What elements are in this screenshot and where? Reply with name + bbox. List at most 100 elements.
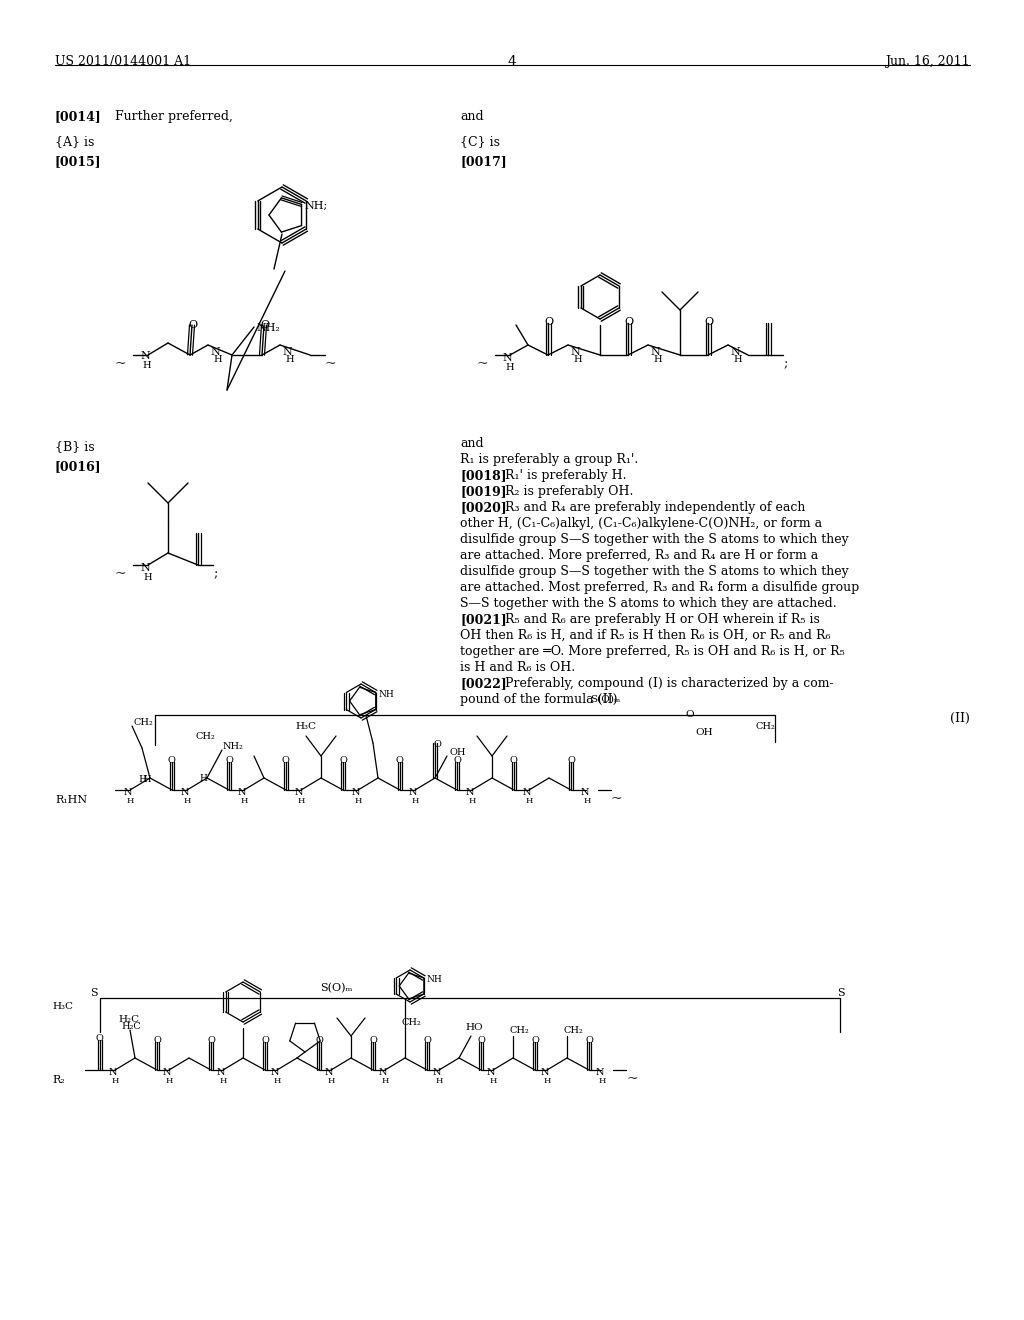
Text: R₂: R₂ [52, 1074, 65, 1085]
Text: O: O [207, 1036, 215, 1045]
Text: H₂C: H₂C [118, 1015, 139, 1024]
Text: O: O [624, 317, 633, 327]
Text: O: O [433, 741, 441, 748]
Text: N: N [581, 788, 590, 797]
Text: O: O [396, 756, 403, 766]
Text: [0015]: [0015] [55, 154, 101, 168]
Text: H: H [436, 1077, 443, 1085]
Text: NH: NH [427, 975, 442, 983]
Text: [0018]: [0018] [460, 469, 507, 482]
Text: H: H [653, 355, 662, 364]
Text: H: H [599, 1077, 606, 1085]
Text: N: N [650, 347, 659, 356]
Text: OH then R₆ is H, and if R₅ is H then R₆ is OH, or R₅ and R₆: OH then R₆ is H, and if R₅ is H then R₆ … [460, 630, 830, 642]
Text: N: N [295, 788, 303, 797]
Text: H₃C: H₃C [52, 1002, 73, 1011]
Text: S: S [90, 987, 97, 998]
Text: H: H [382, 1077, 389, 1085]
Text: ~: ~ [115, 356, 126, 371]
Text: [0020]: [0020] [460, 502, 507, 513]
Text: O: O [260, 319, 269, 330]
Text: 4: 4 [508, 55, 516, 69]
Text: N: N [433, 1068, 441, 1077]
Text: H: H [142, 360, 151, 370]
Text: and: and [460, 437, 483, 450]
Text: O: O [705, 317, 713, 327]
Text: O: O [96, 1034, 103, 1043]
Text: R₂ is preferably OH.: R₂ is preferably OH. [493, 484, 634, 498]
Text: other H, (C₁-C₆)alkyl, (C₁-C₆)alkylene-C(O)NH₂, or form a: other H, (C₁-C₆)alkyl, (C₁-C₆)alkylene-C… [460, 517, 822, 531]
Text: H: H [355, 797, 362, 805]
Text: H: H [241, 797, 249, 805]
Text: O: O [531, 1036, 539, 1045]
Text: ~: ~ [611, 792, 623, 807]
Text: N: N [140, 564, 150, 573]
Text: [0019]: [0019] [460, 484, 507, 498]
Text: N: N [282, 347, 292, 356]
Text: S: S [837, 987, 845, 998]
Text: H: H [127, 797, 134, 805]
Text: H: H [220, 1077, 227, 1085]
Text: N: N [325, 1068, 334, 1077]
Text: H: H [412, 797, 420, 805]
Text: H: H [733, 355, 741, 364]
Text: ~: ~ [626, 1072, 638, 1086]
Text: N: N [140, 351, 150, 360]
Text: H: H [184, 797, 191, 805]
Text: [0016]: [0016] [55, 459, 101, 473]
Text: H: H [138, 775, 146, 784]
Text: O: O [544, 317, 553, 327]
Text: NH₂: NH₂ [223, 742, 244, 751]
Text: and: and [460, 110, 483, 123]
Text: R₅ and R₆ are preferably H or OH wherein if R₅ is: R₅ and R₆ are preferably H or OH wherein… [493, 612, 820, 626]
Text: S—S together with the S atoms to which they are attached.: S—S together with the S atoms to which t… [460, 597, 837, 610]
Text: pound of the formula (II): pound of the formula (II) [460, 693, 617, 706]
Text: H: H [199, 774, 207, 783]
Text: O: O [168, 756, 176, 766]
Text: N: N [109, 1068, 118, 1077]
Text: Preferably, compound (I) is characterized by a com-: Preferably, compound (I) is characterize… [493, 677, 834, 690]
Text: N: N [409, 788, 418, 797]
Text: O: O [261, 1036, 269, 1045]
Text: OH: OH [449, 748, 466, 756]
Text: are attached. More preferred, R₃ and R₄ are H or form a: are attached. More preferred, R₃ and R₄ … [460, 549, 818, 562]
Text: ;: ; [213, 568, 217, 579]
Text: [0022]: [0022] [460, 677, 507, 690]
Text: N: N [163, 1068, 171, 1077]
Text: together are ═O. More preferred, R₅ is OH and R₆ is H, or R₅: together are ═O. More preferred, R₅ is O… [460, 645, 845, 657]
Text: HO: HO [465, 1023, 482, 1032]
Text: S(O)ₘ: S(O)ₘ [319, 983, 352, 994]
Text: US 2011/0144001 A1: US 2011/0144001 A1 [55, 55, 191, 69]
Text: (II): (II) [950, 711, 970, 725]
Text: H: H [285, 355, 294, 364]
Text: N: N [271, 1068, 280, 1077]
Text: disulfide group S—S together with the S atoms to which they: disulfide group S—S together with the S … [460, 565, 849, 578]
Text: H: H [573, 355, 582, 364]
Text: CH₂: CH₂ [195, 733, 215, 741]
Text: CH₂: CH₂ [401, 1018, 421, 1027]
Text: H: H [505, 363, 514, 372]
Text: O: O [685, 710, 693, 719]
Text: H₃C: H₃C [295, 722, 316, 731]
Text: H: H [274, 1077, 282, 1085]
Text: R₁' is preferably H.: R₁' is preferably H. [493, 469, 627, 482]
Text: N: N [487, 1068, 496, 1077]
Text: O: O [567, 756, 574, 766]
Text: [0014]: [0014] [55, 110, 101, 123]
Text: N: N [523, 788, 531, 797]
Text: ;: ; [783, 356, 787, 370]
Text: H: H [328, 1077, 336, 1085]
Text: N: N [352, 788, 360, 797]
Text: H: H [584, 797, 592, 805]
Text: NH₂: NH₂ [256, 323, 280, 333]
Text: O: O [510, 756, 518, 766]
Text: H: H [213, 355, 221, 364]
Text: CH₂: CH₂ [755, 722, 775, 731]
Text: R₁ is preferably a group R₁'.: R₁ is preferably a group R₁'. [460, 453, 638, 466]
Text: N: N [124, 788, 132, 797]
Text: CH₂: CH₂ [133, 718, 153, 727]
Text: O: O [282, 756, 290, 766]
Text: OH: OH [695, 729, 713, 737]
Text: NH: NH [379, 689, 394, 698]
Text: {C} is: {C} is [460, 135, 500, 148]
